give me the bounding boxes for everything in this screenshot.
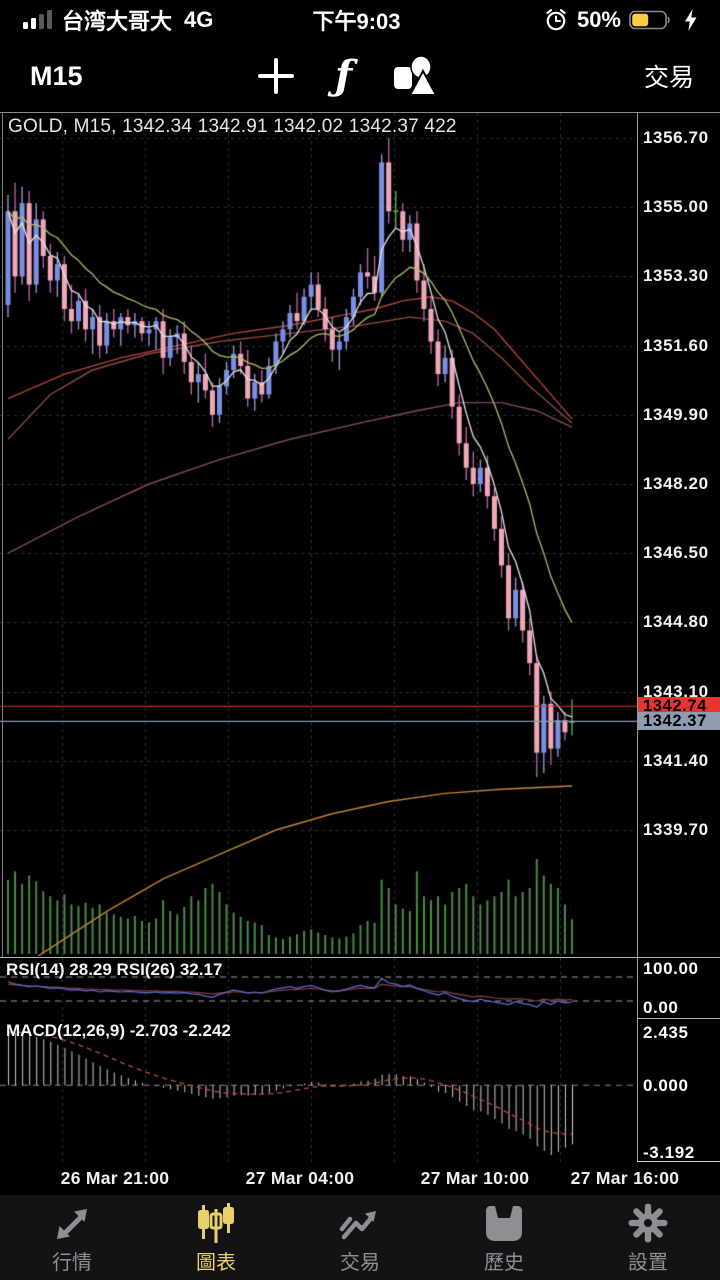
battery-icon xyxy=(629,10,670,30)
objects-button[interactable] xyxy=(390,55,438,97)
indicators-button[interactable]: ƒ xyxy=(335,56,352,96)
rsi-scale-min: 0.00 xyxy=(643,998,679,1017)
battery-percent-label: 50% xyxy=(576,7,621,32)
macd-canvas[interactable] xyxy=(0,1019,637,1162)
status-bar: 台湾大哥大 4G 下午9:03 50% xyxy=(0,0,720,40)
time-axis: 26 Mar 21:00 27 Mar 04:00 27 Mar 10:00 2… xyxy=(0,1164,720,1194)
time-label-3: 27 Mar 10:00 xyxy=(420,1168,530,1188)
crosshair-button[interactable] xyxy=(255,55,297,97)
time-label-1: 26 Mar 21:00 xyxy=(60,1168,170,1188)
bid-price-badge: 1342.37 xyxy=(638,712,720,731)
price-axis-label: 1349.90 xyxy=(643,404,709,424)
history-box-icon xyxy=(486,1206,522,1241)
gear-icon xyxy=(628,1203,668,1243)
macd-scale-zero: 0.000 xyxy=(643,1076,689,1095)
tab-settings[interactable]: 設置 xyxy=(576,1195,720,1280)
macd-scale-min: -3.192 xyxy=(643,1143,695,1162)
trade-arrow-icon xyxy=(339,1211,376,1240)
tab-charts-label: 圖表 xyxy=(196,1252,236,1274)
trend-arrows-icon xyxy=(57,1209,87,1239)
rsi-scale-max: 100.00 xyxy=(643,959,699,978)
macd-scale-max: 2.435 xyxy=(643,1023,689,1042)
tab-charts[interactable]: 圖表 xyxy=(144,1195,288,1280)
tab-settings-label: 設置 xyxy=(628,1252,668,1274)
price-axis-label: 1341.40 xyxy=(643,750,709,770)
status-time: 下午9:03 xyxy=(312,9,401,34)
price-axis-label: 1355.00 xyxy=(643,197,709,217)
chart-toolbar: M15 ƒ 交易 xyxy=(0,40,720,112)
alarm-clock-icon xyxy=(546,9,566,31)
chart-left-border xyxy=(2,112,3,1162)
tab-trade-label: 交易 xyxy=(340,1252,380,1274)
price-axis-label: 1353.30 xyxy=(643,266,709,286)
main-chart-canvas[interactable] xyxy=(0,113,637,956)
price-axis-label: 1344.80 xyxy=(643,612,709,632)
function-icon: ƒ xyxy=(335,52,353,99)
signal-strength-icon xyxy=(23,10,52,29)
time-label-2: 27 Mar 04:00 xyxy=(245,1168,355,1188)
carrier-name: 台湾大哥大 xyxy=(62,9,173,34)
price-axis-label: 1339.70 xyxy=(643,820,709,839)
charging-bolt-icon xyxy=(685,9,697,31)
tab-history[interactable]: 歷史 xyxy=(432,1195,576,1280)
time-label-4: 27 Mar 16:00 xyxy=(570,1168,680,1188)
price-axis-label: 1346.50 xyxy=(643,543,709,563)
tab-trade[interactable]: 交易 xyxy=(288,1195,432,1280)
macd-panel: MACD(12,26,9) -2.703 -2.242 2.435 0.000 … xyxy=(0,1019,720,1162)
candlestick-chart-icon xyxy=(198,1203,234,1243)
rsi-title: RSI(14) 28.29 RSI(26) 32.17 xyxy=(6,960,223,979)
timeframe-button[interactable]: M15 xyxy=(30,60,83,91)
rsi-canvas[interactable] xyxy=(0,958,637,1020)
price-axis-label: 1356.70 xyxy=(643,128,709,147)
crosshair-icon xyxy=(258,58,294,94)
tab-quotes[interactable]: 行情 xyxy=(0,1195,144,1280)
ohlc-header: GOLD, M15, 1342.34 1342.91 1342.02 1342.… xyxy=(8,116,457,137)
rsi-panel: RSI(14) 28.29 RSI(26) 32.17 100.00 0.00 xyxy=(0,957,720,1020)
price-axis-label: 1351.60 xyxy=(643,335,709,355)
trade-button[interactable]: 交易 xyxy=(644,58,694,94)
main-chart-panel: GOLD, M15, 1342.34 1342.91 1342.02 1342.… xyxy=(0,112,720,956)
price-axis-label: 1343.10 xyxy=(643,681,709,701)
macd-title: MACD(12,26,9) -2.703 -2.242 xyxy=(6,1021,231,1040)
tab-quotes-label: 行情 xyxy=(52,1252,92,1274)
price-axis-separator xyxy=(637,112,638,1162)
network-type: 4G xyxy=(184,7,214,32)
tab-history-label: 歷史 xyxy=(484,1252,524,1274)
shapes-icon xyxy=(394,55,438,96)
price-axis-label: 1348.20 xyxy=(643,474,709,493)
ask-price-badge: 1342.74 xyxy=(638,697,720,716)
bottom-tab-bar: 行情 圖表 交易 歷史 xyxy=(0,1195,720,1280)
